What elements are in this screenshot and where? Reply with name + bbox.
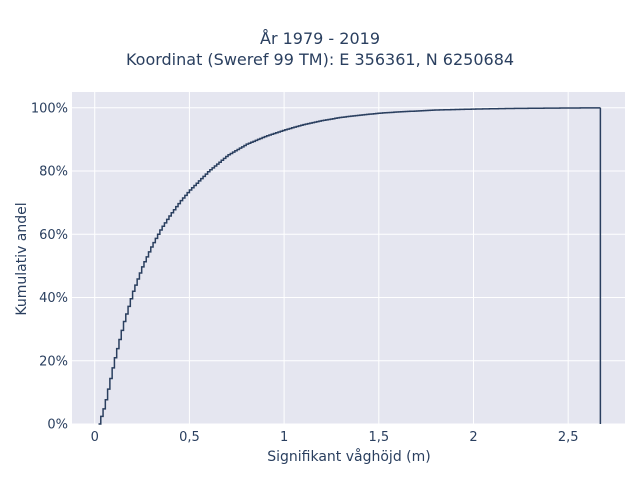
x-axis-ticks: 0 0,5 1 1,5 2 2,5 [91,430,579,445]
x-tick-label: 0,5 [179,430,200,445]
x-tick-label: 1,5 [368,430,389,445]
y-tick-label: 20% [39,354,68,369]
x-axis-label: Signifikant våghöjd (m) [267,448,430,465]
x-tick-label: 2,5 [558,430,579,445]
y-axis-label: Kumulativ andel [14,202,30,315]
x-tick-label: 0 [91,430,99,445]
y-tick-label: 0% [47,418,68,433]
plot-area [72,92,625,424]
series-layer [98,107,602,425]
y-tick-label: 80% [39,165,68,180]
chart-title-line-2: Koordinat (Sweref 99 TM): E 356361, N 62… [125,50,515,69]
chart-title: År 1979 - 2019 Koordinat (Sweref 99 TM):… [0,28,640,70]
cdf-line [98,107,602,425]
y-tick-label: 100% [31,101,68,116]
grid [72,92,625,425]
y-axis-ticks: 0% 20% 40% 60% 80% 100% [31,101,68,432]
x-tick-label: 1 [280,430,288,445]
chart-title-line-1: År 1979 - 2019 [260,29,380,48]
y-tick-label: 40% [39,291,68,306]
x-tick-label: 2 [469,430,477,445]
y-tick-label: 60% [39,228,68,243]
